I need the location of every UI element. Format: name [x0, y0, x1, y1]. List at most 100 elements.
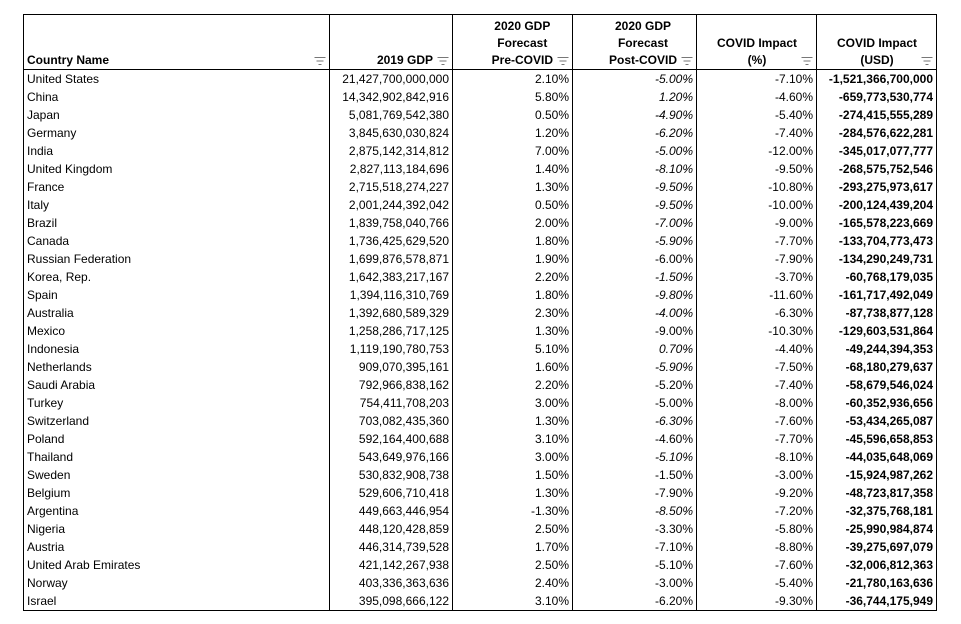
- cell-pre-covid[interactable]: -1.30%: [452, 502, 573, 520]
- cell-impact-pct[interactable]: -12.00%: [696, 142, 817, 160]
- cell-impact-usd[interactable]: -284,576,622,281: [816, 124, 937, 142]
- cell-impact-pct[interactable]: -8.00%: [696, 394, 817, 412]
- cell-impact-pct[interactable]: -10.00%: [696, 196, 817, 214]
- cell-impact-usd[interactable]: -32,006,812,363: [816, 556, 937, 574]
- cell-country[interactable]: Brazil: [23, 214, 330, 232]
- cell-gdp2019[interactable]: 530,832,908,738: [329, 466, 453, 484]
- cell-post-covid[interactable]: -5.20%: [572, 376, 697, 394]
- cell-post-covid[interactable]: -7.10%: [572, 538, 697, 556]
- cell-country[interactable]: Saudi Arabia: [23, 376, 330, 394]
- cell-country[interactable]: Indonesia: [23, 340, 330, 358]
- cell-impact-usd[interactable]: -345,017,077,777: [816, 142, 937, 160]
- cell-country[interactable]: Germany: [23, 124, 330, 142]
- cell-impact-usd[interactable]: -129,603,531,864: [816, 322, 937, 340]
- cell-impact-usd[interactable]: -21,780,163,636: [816, 574, 937, 592]
- cell-country[interactable]: Mexico: [23, 322, 330, 340]
- cell-gdp2019[interactable]: 754,411,708,203: [329, 394, 453, 412]
- cell-gdp2019[interactable]: 1,736,425,629,520: [329, 232, 453, 250]
- cell-impact-pct[interactable]: -7.10%: [696, 69, 817, 88]
- cell-impact-usd[interactable]: -60,352,936,656: [816, 394, 937, 412]
- cell-pre-covid[interactable]: 5.10%: [452, 340, 573, 358]
- cell-post-covid[interactable]: -6.20%: [572, 592, 697, 611]
- cell-post-covid[interactable]: -4.90%: [572, 106, 697, 124]
- cell-pre-covid[interactable]: 2.50%: [452, 556, 573, 574]
- cell-impact-pct[interactable]: -9.30%: [696, 592, 817, 611]
- cell-impact-usd[interactable]: -36,744,175,949: [816, 592, 937, 611]
- cell-post-covid[interactable]: -9.50%: [572, 196, 697, 214]
- cell-impact-usd[interactable]: -200,124,439,204: [816, 196, 937, 214]
- filter-dropdown-icon[interactable]: [921, 55, 933, 66]
- cell-gdp2019[interactable]: 792,966,838,162: [329, 376, 453, 394]
- cell-impact-pct[interactable]: -8.80%: [696, 538, 817, 556]
- cell-impact-pct[interactable]: -8.10%: [696, 448, 817, 466]
- cell-gdp2019[interactable]: 909,070,395,161: [329, 358, 453, 376]
- cell-impact-pct[interactable]: -9.20%: [696, 484, 817, 502]
- cell-gdp2019[interactable]: 1,258,286,717,125: [329, 322, 453, 340]
- cell-impact-pct[interactable]: -7.40%: [696, 124, 817, 142]
- cell-post-covid[interactable]: 1.20%: [572, 88, 697, 106]
- cell-country[interactable]: Italy: [23, 196, 330, 214]
- cell-impact-usd[interactable]: -87,738,877,128: [816, 304, 937, 322]
- cell-post-covid[interactable]: -4.60%: [572, 430, 697, 448]
- cell-impact-pct[interactable]: -3.70%: [696, 268, 817, 286]
- cell-post-covid[interactable]: -7.00%: [572, 214, 697, 232]
- cell-country[interactable]: China: [23, 88, 330, 106]
- cell-impact-usd[interactable]: -161,717,492,049: [816, 286, 937, 304]
- cell-impact-usd[interactable]: -25,990,984,874: [816, 520, 937, 538]
- cell-impact-pct[interactable]: -9.00%: [696, 214, 817, 232]
- cell-post-covid[interactable]: -6.20%: [572, 124, 697, 142]
- cell-pre-covid[interactable]: 0.50%: [452, 196, 573, 214]
- cell-country[interactable]: Netherlands: [23, 358, 330, 376]
- cell-impact-usd[interactable]: -49,244,394,353: [816, 340, 937, 358]
- cell-pre-covid[interactable]: 1.30%: [452, 484, 573, 502]
- cell-post-covid[interactable]: -5.00%: [572, 142, 697, 160]
- cell-pre-covid[interactable]: 2.40%: [452, 574, 573, 592]
- cell-pre-covid[interactable]: 1.80%: [452, 232, 573, 250]
- cell-impact-usd[interactable]: -274,415,555,289: [816, 106, 937, 124]
- cell-gdp2019[interactable]: 21,427,700,000,000: [329, 69, 453, 88]
- cell-country[interactable]: Australia: [23, 304, 330, 322]
- cell-impact-usd[interactable]: -165,578,223,669: [816, 214, 937, 232]
- cell-country[interactable]: Korea, Rep.: [23, 268, 330, 286]
- cell-gdp2019[interactable]: 14,342,902,842,916: [329, 88, 453, 106]
- cell-gdp2019[interactable]: 449,663,446,954: [329, 502, 453, 520]
- cell-impact-pct[interactable]: -6.30%: [696, 304, 817, 322]
- cell-country[interactable]: Canada: [23, 232, 330, 250]
- cell-pre-covid[interactable]: 3.10%: [452, 430, 573, 448]
- cell-impact-usd[interactable]: -268,575,752,546: [816, 160, 937, 178]
- cell-pre-covid[interactable]: 1.50%: [452, 466, 573, 484]
- cell-impact-usd[interactable]: -133,704,773,473: [816, 232, 937, 250]
- cell-impact-pct[interactable]: -7.70%: [696, 430, 817, 448]
- filter-dropdown-icon[interactable]: [437, 55, 449, 66]
- filter-dropdown-icon[interactable]: [681, 55, 693, 66]
- cell-country[interactable]: Turkey: [23, 394, 330, 412]
- cell-impact-usd[interactable]: -58,679,546,024: [816, 376, 937, 394]
- cell-pre-covid[interactable]: 2.30%: [452, 304, 573, 322]
- cell-gdp2019[interactable]: 592,164,400,688: [329, 430, 453, 448]
- cell-pre-covid[interactable]: 1.80%: [452, 286, 573, 304]
- cell-country[interactable]: Belgium: [23, 484, 330, 502]
- cell-country[interactable]: Japan: [23, 106, 330, 124]
- cell-impact-pct[interactable]: -3.00%: [696, 466, 817, 484]
- cell-impact-pct[interactable]: -11.60%: [696, 286, 817, 304]
- cell-impact-pct[interactable]: -10.30%: [696, 322, 817, 340]
- cell-pre-covid[interactable]: 2.10%: [452, 69, 573, 88]
- cell-impact-usd[interactable]: -48,723,817,358: [816, 484, 937, 502]
- cell-impact-usd[interactable]: -15,924,987,262: [816, 466, 937, 484]
- cell-gdp2019[interactable]: 1,119,190,780,753: [329, 340, 453, 358]
- cell-gdp2019[interactable]: 395,098,666,122: [329, 592, 453, 611]
- cell-country[interactable]: Russian Federation: [23, 250, 330, 268]
- cell-gdp2019[interactable]: 448,120,428,859: [329, 520, 453, 538]
- cell-country[interactable]: United States: [23, 69, 330, 88]
- cell-country[interactable]: Sweden: [23, 466, 330, 484]
- cell-post-covid[interactable]: -1.50%: [572, 466, 697, 484]
- cell-post-covid[interactable]: -3.30%: [572, 520, 697, 538]
- cell-impact-pct[interactable]: -4.60%: [696, 88, 817, 106]
- cell-impact-usd[interactable]: -45,596,658,853: [816, 430, 937, 448]
- cell-post-covid[interactable]: -5.10%: [572, 448, 697, 466]
- cell-country[interactable]: Argentina: [23, 502, 330, 520]
- cell-pre-covid[interactable]: 1.70%: [452, 538, 573, 556]
- cell-post-covid[interactable]: -5.90%: [572, 358, 697, 376]
- cell-impact-usd[interactable]: -1,521,366,700,000: [816, 69, 937, 88]
- cell-gdp2019[interactable]: 5,081,769,542,380: [329, 106, 453, 124]
